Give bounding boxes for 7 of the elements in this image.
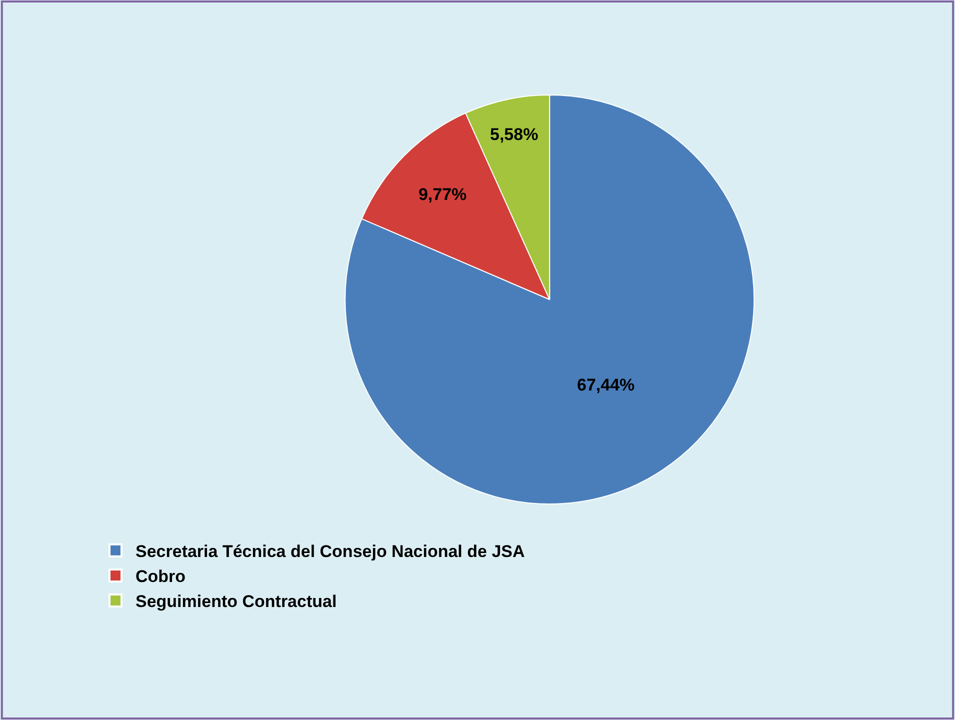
pie-slice [344, 94, 754, 504]
data-label: 9,77% [418, 184, 467, 204]
data-label: 67,44% [577, 375, 635, 394]
data-label: 5,58% [490, 124, 538, 144]
legend-label: Secretaria Técnica del Consejo Nacional de JSA [136, 542, 525, 561]
legend-label: Cobro [136, 567, 186, 586]
legend-label: Seguimiento Contractual [136, 592, 337, 612]
